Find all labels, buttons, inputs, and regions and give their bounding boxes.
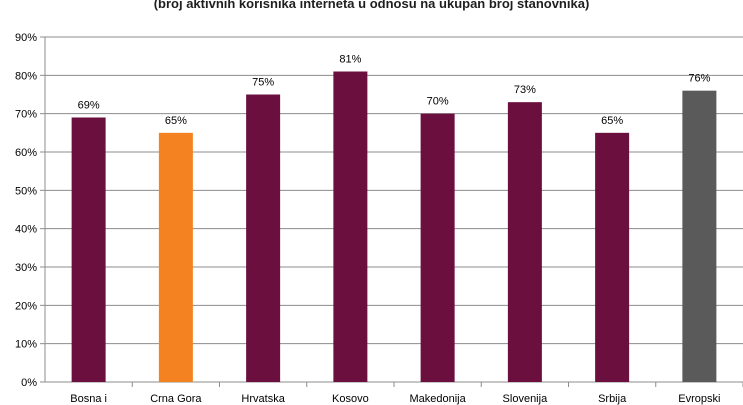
category-label: Crna Gora	[150, 393, 202, 405]
y-tick-label: 80%	[15, 70, 37, 82]
y-tick-label: 50%	[15, 185, 37, 197]
data-label: 69%	[78, 100, 100, 112]
gridlines	[45, 36, 743, 345]
bar	[420, 113, 455, 383]
bar	[333, 71, 368, 382]
bar	[158, 132, 193, 382]
bar	[507, 102, 542, 383]
bar	[682, 90, 717, 383]
y-tick-label: 10%	[15, 339, 37, 351]
category-label: Makedonija	[409, 393, 466, 405]
category-label: Srbija	[598, 393, 627, 405]
y-tick-label: 60%	[15, 147, 37, 159]
category-label: Evropski	[678, 393, 720, 405]
y-tick-label: 20%	[15, 300, 37, 312]
y-tick-label: 30%	[15, 262, 37, 274]
data-label: 73%	[514, 84, 536, 96]
category-label: Hrvatska	[241, 393, 285, 405]
data-label: 70%	[427, 96, 449, 108]
data-label: 65%	[165, 115, 187, 127]
axes	[40, 36, 743, 387]
bar	[595, 132, 630, 382]
category-label: Slovenija	[503, 393, 549, 405]
bars	[71, 71, 717, 383]
data-label: 76%	[688, 73, 710, 85]
category-label: Bosna i	[70, 393, 107, 405]
category-label: Kosovo	[332, 393, 369, 405]
y-tick-label: 40%	[15, 224, 37, 236]
chart-title: (broj aktivnih korisnika interneta u odn…	[153, 0, 590, 11]
data-label: 81%	[339, 54, 361, 66]
data-label: 65%	[601, 115, 623, 127]
labels: 0% 10% 20% 30% 40% 50% 60% 70% 80% 90% 69% Bosna i 6…	[15, 32, 721, 405]
data-label: 75%	[252, 77, 274, 89]
y-tick-label: 0%	[21, 377, 37, 389]
y-tick-label: 90%	[15, 32, 37, 44]
bar	[246, 94, 281, 382]
bar	[71, 117, 106, 382]
y-tick-label: 70%	[15, 109, 37, 121]
